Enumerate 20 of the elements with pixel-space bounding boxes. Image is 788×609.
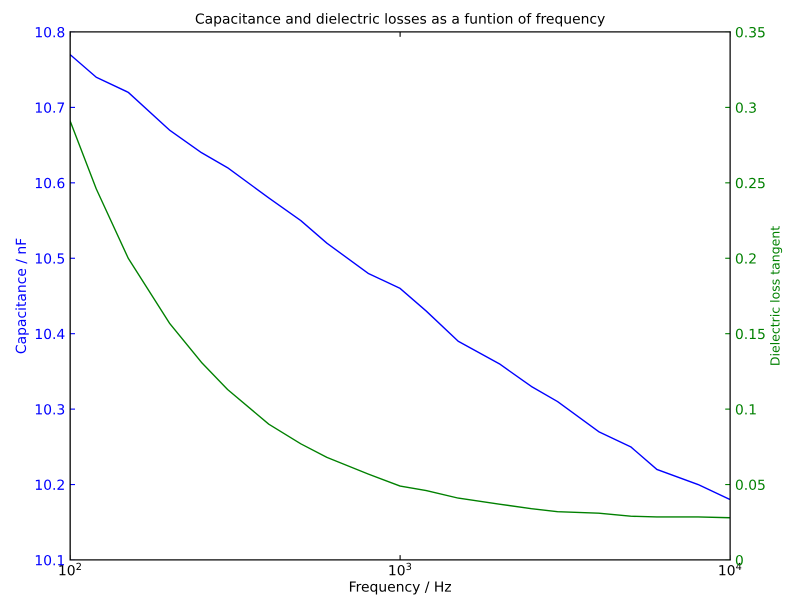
x-axis-title: Frequency / Hz (350, 581, 452, 594)
y-tick-label: 10.7 (36, 102, 64, 113)
y-tick-label: 10.5 (36, 253, 64, 264)
y2-tick-label: 0.05 (736, 480, 765, 490)
y2-tick-label: 0.35 (736, 26, 765, 38)
x-tick-label: 10$^{3}$ (389, 562, 412, 576)
y-tick-label: 10.6 (36, 178, 64, 188)
y2-tick-label: 0.1 (736, 404, 756, 415)
y-tick-label: 10.2 (36, 480, 64, 490)
y2-tick-label: 0.2 (736, 253, 756, 264)
chart-title: Capacitance and dielectric losses as a funtion of frequency (196, 13, 605, 27)
y2-axis-title: Dielectric loss tangent (770, 226, 782, 365)
y2-tick-label: 0.15 (736, 328, 765, 340)
y-tick-label: 10.4 (36, 328, 64, 340)
y-tick-label: 10.1 (36, 554, 64, 566)
y-tick-label: 10.3 (36, 404, 64, 415)
y2-tick-label: 0.25 (736, 178, 765, 188)
y-tick-label: 10.8 (36, 26, 64, 38)
y-axis-title: Capacitance / nF (15, 238, 29, 354)
y2-tick-label: 0.3 (736, 102, 756, 113)
